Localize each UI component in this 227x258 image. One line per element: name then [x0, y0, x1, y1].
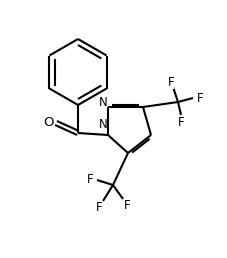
Text: N: N	[98, 118, 107, 132]
Text: N: N	[98, 95, 107, 109]
Text: F: F	[167, 76, 174, 88]
Text: F: F	[123, 199, 130, 213]
Text: F: F	[95, 201, 102, 214]
Text: F: F	[177, 116, 183, 128]
Text: F: F	[86, 173, 93, 187]
Text: O: O	[44, 117, 54, 130]
Text: F: F	[196, 92, 202, 104]
